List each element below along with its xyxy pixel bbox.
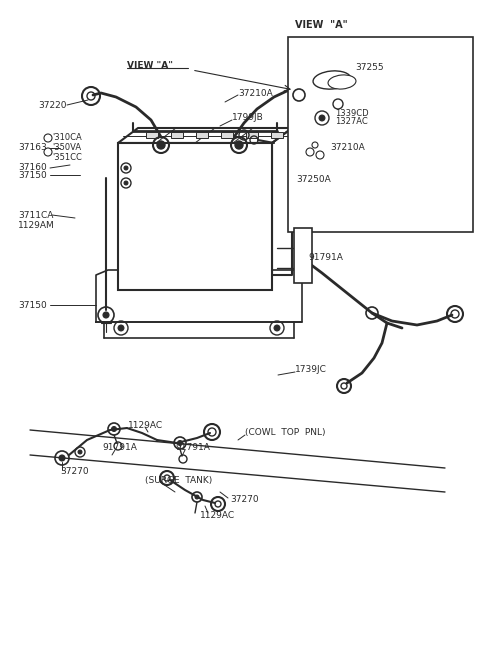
Text: 37150: 37150 xyxy=(18,171,47,179)
Bar xyxy=(146,132,158,138)
Text: '310CA: '310CA xyxy=(52,133,82,143)
Text: (SURGE  TANK): (SURGE TANK) xyxy=(145,476,212,484)
Text: 1129AC: 1129AC xyxy=(128,420,163,430)
Text: 37270: 37270 xyxy=(230,495,259,505)
Circle shape xyxy=(274,325,280,331)
Circle shape xyxy=(124,166,128,170)
Circle shape xyxy=(235,141,243,149)
Text: 37150: 37150 xyxy=(18,300,47,309)
Text: VIEW  "A": VIEW "A" xyxy=(295,20,348,30)
Text: 1327AC: 1327AC xyxy=(335,118,368,127)
Text: 1739JC: 1739JC xyxy=(295,365,327,374)
Bar xyxy=(221,132,233,138)
Circle shape xyxy=(195,495,199,499)
Text: 37220: 37220 xyxy=(38,101,67,110)
Circle shape xyxy=(111,426,117,432)
Bar xyxy=(118,143,272,290)
Bar xyxy=(294,228,312,283)
Bar xyxy=(246,132,258,138)
Text: 37270: 37270 xyxy=(60,468,89,476)
Text: 37163: 37163 xyxy=(18,143,47,152)
Circle shape xyxy=(124,181,128,185)
Text: '351CC: '351CC xyxy=(52,154,82,162)
Text: 1799JB: 1799JB xyxy=(232,114,264,122)
Circle shape xyxy=(118,325,124,331)
Bar xyxy=(196,132,208,138)
Circle shape xyxy=(319,115,325,121)
Text: VIEW "A": VIEW "A" xyxy=(127,60,173,70)
Text: 1129AC: 1129AC xyxy=(200,510,235,520)
Circle shape xyxy=(59,455,65,461)
Circle shape xyxy=(157,141,165,149)
Text: 37255: 37255 xyxy=(355,64,384,72)
Text: 1339CD: 1339CD xyxy=(335,110,369,118)
Text: 91791A: 91791A xyxy=(175,443,210,453)
Text: 37210A: 37210A xyxy=(330,143,365,152)
Text: 1129AM: 1129AM xyxy=(18,221,55,229)
Circle shape xyxy=(78,450,82,454)
Text: (COWL  TOP  PNL): (COWL TOP PNL) xyxy=(245,428,325,438)
Text: '350VA: '350VA xyxy=(52,143,81,152)
Bar xyxy=(288,37,473,232)
Circle shape xyxy=(178,440,182,445)
Text: 91791A: 91791A xyxy=(308,254,343,263)
Text: 91791A: 91791A xyxy=(102,443,137,453)
Ellipse shape xyxy=(313,71,351,89)
Ellipse shape xyxy=(328,75,356,89)
Circle shape xyxy=(103,312,109,318)
Text: 37160: 37160 xyxy=(18,164,47,173)
Text: 37250A: 37250A xyxy=(296,175,331,185)
Text: 3711CA: 3711CA xyxy=(18,210,53,219)
Bar xyxy=(171,132,183,138)
Bar xyxy=(271,132,283,138)
Text: 37210A: 37210A xyxy=(238,89,273,97)
